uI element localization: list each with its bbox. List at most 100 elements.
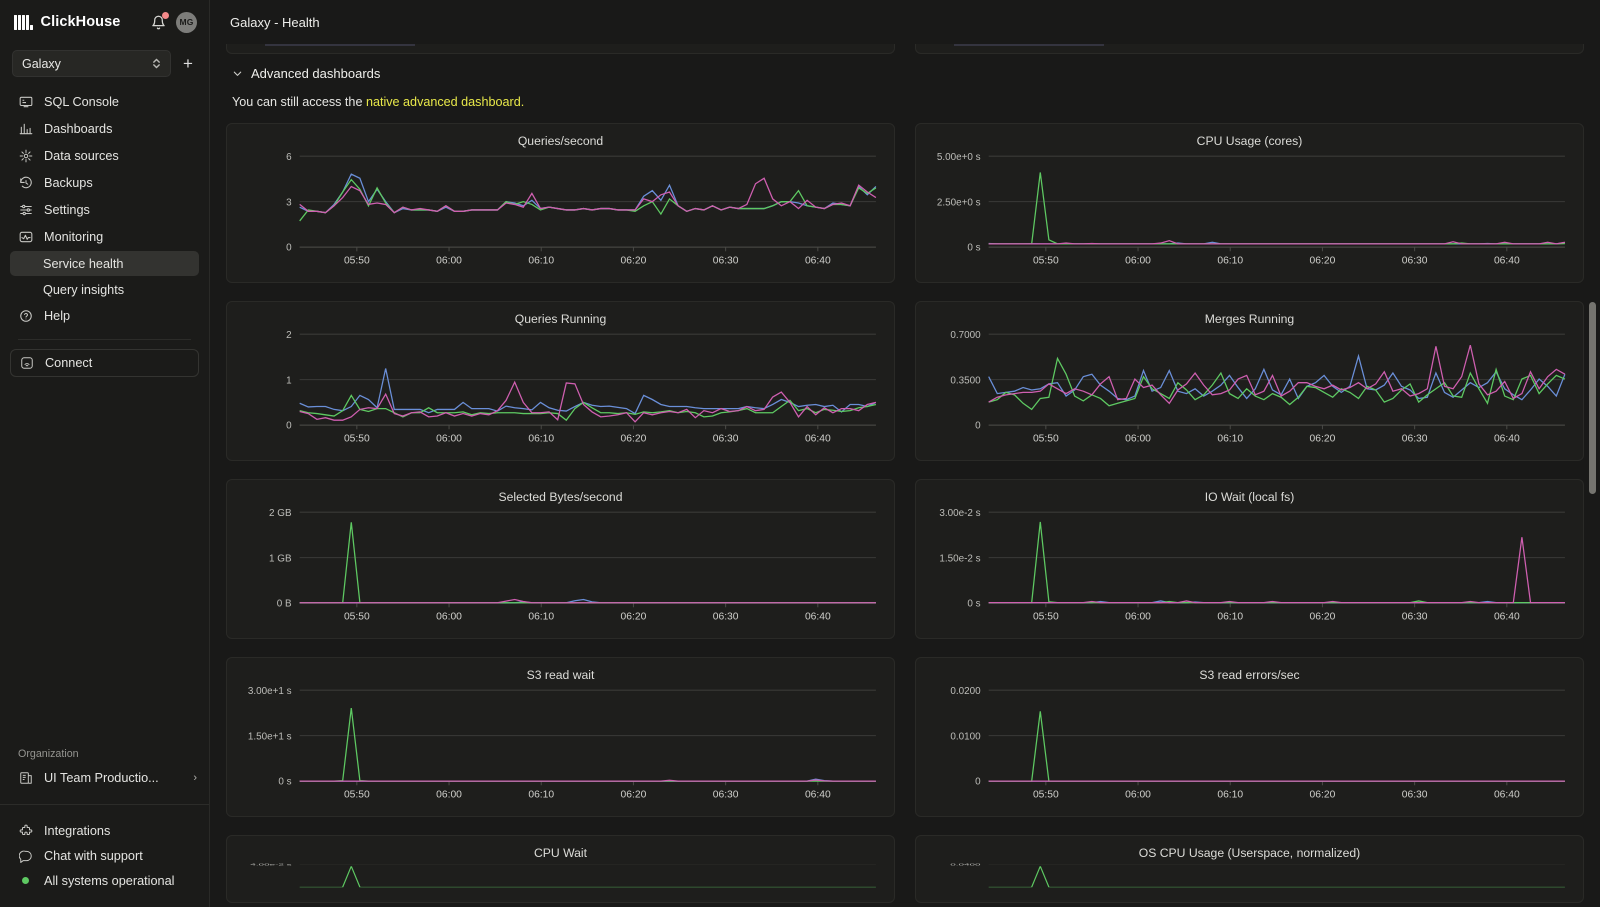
chart-x-tick-label: 06:10: [528, 434, 554, 445]
sidebar-item-label: Monitoring: [44, 230, 104, 244]
sidebar-item-label: Data sources: [44, 149, 119, 163]
dashboards-icon: [18, 122, 33, 137]
chart-plot: 0 s 2.50e+0 s 5.00e+0 s 05:50 06:00 06:10 06:2…: [937, 152, 1566, 267]
sidebar-item-label: Help: [44, 309, 71, 323]
footer-item-label: Integrations: [44, 823, 111, 838]
chart-x-tick-label: 06:00: [1125, 790, 1151, 801]
chart-x-tick-label: 06:40: [1494, 612, 1520, 623]
chart-plot: 0.0400: [950, 863, 1565, 888]
chart-x-tick-label: 06:30: [713, 434, 739, 445]
chart-series-line: [988, 866, 1565, 888]
chart-series-line: [988, 172, 1565, 245]
sidebar-item-backups[interactable]: Backups: [10, 170, 199, 196]
sidebar-item-sql-console[interactable]: SQL Console: [10, 89, 199, 115]
chart-x-tick-label: 06:30: [1402, 612, 1428, 623]
vertical-scrollbar[interactable]: [1589, 0, 1596, 907]
chart-series-line: [299, 598, 876, 604]
chart-x-tick-label: 06:40: [1494, 434, 1520, 445]
chart-x-tick-label: 05:50: [1033, 790, 1059, 801]
chart-panel[interactable]: Queries Running 0 1 2 05:50 06:00 06:10 06:20 06…: [226, 301, 895, 461]
footer-item-label: Chat with support: [44, 848, 143, 863]
chart-series-line: [988, 353, 1566, 401]
chart-panel-title: S3 read wait: [526, 668, 595, 682]
chevron-updown-icon: [152, 57, 161, 70]
chart-panel[interactable]: S3 read wait 0 s 1.50e+1 s 3.00e+1 s 05:50 06…: [226, 657, 895, 817]
connect-icon: [19, 356, 34, 371]
chart-panel[interactable]: CPU Usage (cores) 0 s 2.50e+0 s 5.00e+0 s 05…: [915, 123, 1584, 283]
footer-item-chat-support[interactable]: Chat with support: [0, 843, 209, 868]
chart-x-tick-label: 06:00: [1125, 256, 1151, 267]
chart-panel-title: CPU Wait: [533, 846, 588, 860]
chart-series-line: [299, 866, 876, 888]
chart-plot: 4.00e-2 s: [250, 863, 876, 888]
chart-series-line: [988, 711, 1565, 782]
page-header: Galaxy - Health: [210, 0, 1600, 44]
connect-button[interactable]: Connect: [10, 349, 199, 377]
footer-item-label: All systems operational: [44, 873, 175, 888]
sidebar-item-settings[interactable]: Settings: [10, 197, 199, 223]
organization-switcher[interactable]: UI Team Productio... ›: [0, 765, 209, 791]
chart-panel-title: Selected Bytes/second: [498, 490, 623, 504]
chart-x-tick-label: 06:10: [1217, 434, 1243, 445]
sidebar-item-monitoring[interactable]: Monitoring: [10, 224, 199, 250]
chart-x-tick-label: 06:30: [1402, 790, 1428, 801]
sidebar-item-help[interactable]: Help: [10, 303, 199, 329]
backups-icon: [18, 176, 33, 191]
note-prefix: You can still access the: [232, 95, 366, 109]
chart-x-tick-label: 05:50: [344, 434, 370, 445]
chart-x-tick-label: 06:00: [1125, 612, 1151, 623]
chart-panel[interactable]: CPU Wait 4.00e-2 s: [226, 835, 895, 903]
sidebar-nav: SQL Console Dashboards Data sources Back…: [0, 83, 209, 349]
chart-x-tick-label: 05:50: [344, 612, 370, 623]
dashboard-scroll-area[interactable]: Advanced dashboards You can still access…: [210, 44, 1600, 907]
chart-panel[interactable]: Merges Running 0 0.3500 0.7000 05:50 06:00 06:…: [915, 301, 1584, 461]
chart-y-tick-label: 5.00e+0 s: [937, 152, 981, 163]
chart-y-tick-label: 1.50e-2 s: [939, 553, 980, 564]
sidebar-item-query-insights[interactable]: Query insights: [10, 277, 199, 302]
chevron-down-icon: [232, 68, 243, 79]
chart-series-line: [299, 380, 877, 423]
sidebar-item-dashboards[interactable]: Dashboards: [10, 116, 199, 142]
monitoring-icon: [18, 230, 33, 245]
chat-icon: [18, 848, 33, 863]
add-service-button[interactable]: +: [183, 53, 193, 73]
organization-name: UI Team Productio...: [44, 771, 159, 785]
sidebar-item-service-health[interactable]: Service health: [10, 251, 199, 276]
chart-x-tick-label: 06:10: [528, 790, 554, 801]
advanced-dashboards-label: Advanced dashboards: [251, 66, 381, 81]
notifications-bell-icon[interactable]: [148, 12, 169, 32]
chart-y-tick-label: 6: [286, 152, 292, 163]
help-icon: [18, 309, 33, 324]
chart-panel[interactable]: Queries/second 0 3 6 05:50 06:00 06:10 06:20 06:…: [226, 123, 895, 283]
connect-button-label: Connect: [45, 356, 93, 370]
chart-series-line: [988, 356, 1566, 411]
native-advanced-dashboard-link[interactable]: native advanced dashboard.: [365, 95, 525, 109]
scrollbar-thumb[interactable]: [1589, 302, 1596, 494]
sidebar-item-data-sources[interactable]: Data sources: [10, 143, 199, 169]
chart-panel-title: Queries Running: [514, 312, 607, 326]
chart-panel[interactable]: OS CPU Usage (Userspace, normalized) 0.04…: [915, 835, 1584, 903]
chart-series-line: [299, 173, 877, 214]
chart-x-tick-label: 06:00: [436, 256, 462, 267]
sidebar-subitem-label: Query insights: [43, 282, 125, 297]
sidebar: ClickHouse MG Galaxy + SQL Console: [0, 0, 210, 907]
advanced-dashboards-section-toggle[interactable]: Advanced dashboards: [210, 56, 1600, 81]
chart-panel[interactable]: S3 read errors/sec 0 0.0100 0.0200 05:50 06:0…: [915, 657, 1584, 817]
chart-series-line: [299, 177, 877, 214]
chart-y-tick-label: 0 B: [277, 599, 292, 610]
chart-series-line: [988, 344, 1566, 405]
organization-section-label: Organization: [18, 748, 79, 760]
chart-panel[interactable]: Selected Bytes/second 0 B 1 GB 2 GB 05:50 06:…: [226, 479, 895, 639]
footer-item-integrations[interactable]: Integrations: [0, 818, 209, 843]
chart-y-tick-label: 0.0200: [950, 686, 981, 697]
sidebar-item-label: Dashboards: [44, 122, 113, 136]
chart-plot: 0 0.3500 0.7000 05:50 06:00 06:10 06:20 06:30 06…: [950, 330, 1566, 445]
user-avatar[interactable]: MG: [176, 11, 197, 33]
chart-x-tick-label: 05:50: [344, 256, 370, 267]
chart-y-tick-label: 0.7000: [950, 330, 981, 341]
chart-x-tick-label: 06:10: [528, 612, 554, 623]
footer-item-system-status[interactable]: All systems operational: [0, 868, 209, 893]
service-selector[interactable]: Galaxy: [12, 50, 171, 77]
chart-x-tick-label: 06:30: [713, 256, 739, 267]
